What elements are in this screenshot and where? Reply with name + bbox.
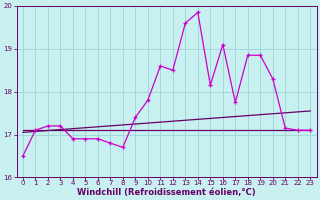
X-axis label: Windchill (Refroidissement éolien,°C): Windchill (Refroidissement éolien,°C)	[77, 188, 256, 197]
